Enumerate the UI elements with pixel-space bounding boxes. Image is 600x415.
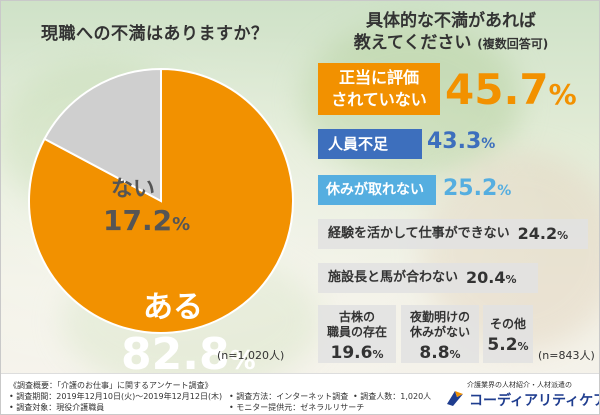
reason-label: 経験を活かして仕事ができない [328,226,510,242]
pie-slice-aru [28,67,294,334]
reason-line: 正当に評価 [338,68,419,87]
reason-veteran-staff: 古株の 職員の存在 19.6% [318,305,396,363]
pie-nai-value: 17.2% [103,207,190,235]
value-number: 19.6 [330,343,373,363]
value-number: 5.2 [487,335,518,355]
reason-label: その他 [489,317,526,331]
reason-other: その他 5.2% [483,305,533,363]
pie-sample-size: (n=1,020人) [217,349,285,362]
pie-aru-number: 82.8 [121,329,230,380]
reason-value: 8.8% [401,343,479,363]
survey-monitor: • モニター提供元：ゼネラルリサーチ [229,403,365,412]
reason-value: 19.6% [318,343,396,363]
pct-sign: % [517,340,529,353]
value-number: 24.2 [517,224,558,244]
reason-line: 古株の [338,310,375,324]
value-number: 43.3 [427,129,482,154]
question-right-line2-text: 教えてください [353,33,472,53]
reason-value: 20.4% [466,268,517,287]
survey-title: 《調査概要：「介護のお仕事」に関するアンケート調査》 [9,381,213,390]
value-number: 8.8 [419,343,450,363]
pie-aru-label: ある [143,290,203,325]
reason-line: 休みがない [409,325,470,339]
logo-subtitle: 介護業界の人材紹介・人材派遣の [467,381,572,389]
survey-target: • 調査対象：現役介護職員 [9,403,105,412]
survey-count: • 調査人数：1,020人 [353,392,432,401]
reason-value: 5.2% [483,335,533,355]
reason-line: されていない [331,90,427,109]
pie-aru-value: 82.8% [121,333,256,377]
reason-cant-use-experience: 経験を活かして仕事ができない 24.2% [318,219,588,249]
reason-label: 夜勤明けの 休みがない [401,305,479,340]
reason-understaffed: 人員不足 [318,129,422,159]
reason-value: 24.2% [518,224,569,243]
pct-sign: % [497,183,512,199]
pie-slice-nai [43,67,162,203]
survey-period: • 調査期間：2019年12月10日(火)〜2019年12月12日(木) [9,392,223,401]
company-logo-icon [447,391,463,406]
reason-unfair-evaluation-value: 45.7% [445,65,577,114]
pie-svg [28,67,294,334]
pct-sign: % [548,78,577,111]
reason-no-days-off-value: 25.2% [443,176,511,201]
question-right-line1: 具体的な不満があれば [366,11,536,31]
question-right-line2: 教えてください (複数回答可) [321,32,581,55]
question-left: 現職への不満はありますか？ [41,24,269,44]
reason-understaffed-value: 43.3% [427,129,495,154]
pct-sign: % [229,346,256,376]
question-right-note: (複数回答可) [477,37,549,51]
pie-nai-label: ない [111,177,156,202]
reason-line: 夜勤明けの [409,310,470,324]
value-number: 25.2 [443,176,498,201]
survey-method: • 調査方法：インターネット調査 [229,392,349,401]
reason-label: 古株の 職員の存在 [318,305,396,340]
value-number: 20.4 [466,268,506,288]
pct-sign: % [505,273,517,287]
company-logo-text: コーディアリティケア [469,393,600,409]
value-number: 45.7 [445,65,549,114]
pct-sign: % [372,348,384,361]
pie-nai-number: 17.2 [103,204,173,237]
bar-sample-size: (n=843人) [538,349,595,362]
reason-line: 職員の存在 [326,325,387,339]
pct-sign: % [449,348,461,361]
reason-label: 施設長と馬が合わない [328,270,459,286]
reason-no-rest-after-night: 夜勤明けの 休みがない 8.8% [401,305,479,363]
pct-sign: % [172,214,191,235]
reason-unfair-evaluation: 正当に評価されていない [318,63,440,115]
pie-chart: ない 17.2% ある 82.8% [21,61,301,377]
question-right: 具体的な不満があれば 教えてください (複数回答可) [321,10,581,55]
reason-no-days-off: 休みが取れない [318,175,436,205]
footer: 《調査概要：「介護のお仕事」に関するアンケート調査》 • 調査期間：2019年1… [1,373,600,414]
pct-sign: % [481,136,496,152]
pct-sign: % [557,229,569,243]
reason-clash-with-director: 施設長と馬が合わない 20.4% [318,263,538,293]
